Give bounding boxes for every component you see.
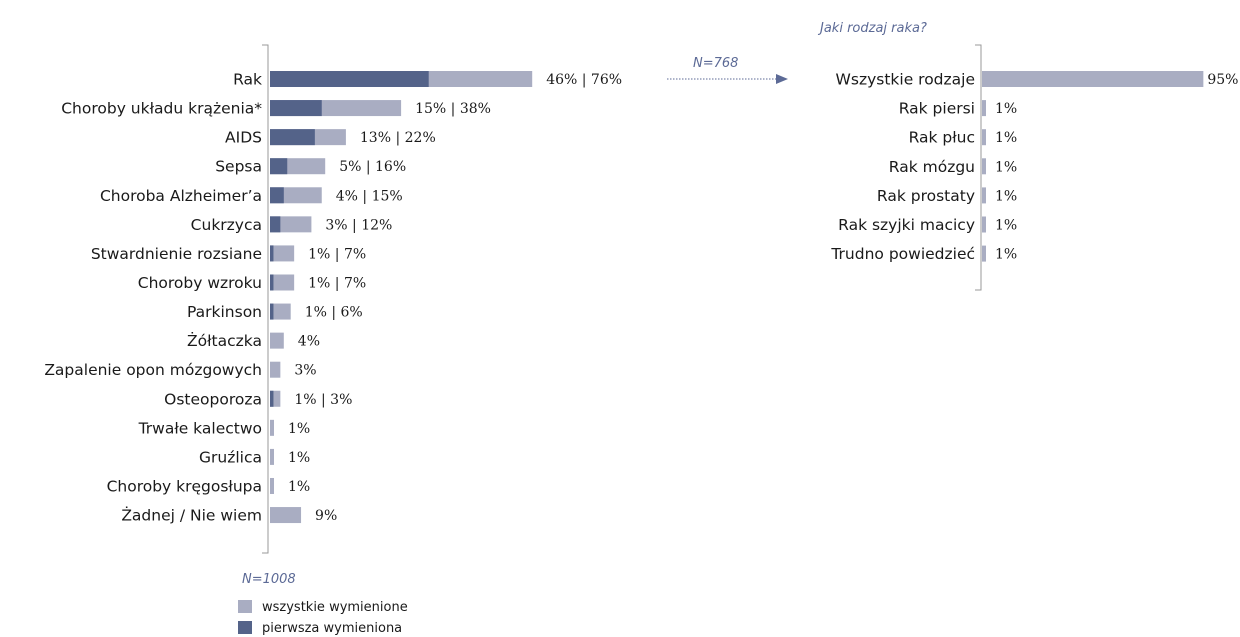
- bar-all-mentioned: [270, 477, 274, 494]
- disease-chart: Rak 46% | 76% Choroby układu krążenia* 15% …: [44, 44, 622, 554]
- arrow-head-icon: [776, 74, 788, 84]
- bar-first-mentioned: [270, 303, 274, 320]
- value-label: 1%: [995, 247, 1017, 263]
- bar-cancer-type: [982, 187, 986, 204]
- bar-all-mentioned: [270, 303, 291, 320]
- category-label: Rak piersi: [899, 100, 975, 118]
- category-label: Choroby kręgosłupa: [107, 477, 262, 495]
- bar-all-mentioned: [270, 361, 281, 378]
- category-label: Żółtaczka: [187, 331, 262, 350]
- bar-first-mentioned: [270, 216, 281, 233]
- value-label: 4%: [298, 334, 320, 350]
- value-label: 1%: [995, 101, 1017, 117]
- value-label: 1%: [995, 218, 1017, 234]
- bar-first-mentioned: [270, 245, 274, 262]
- value-label: 1% | 7%: [308, 275, 366, 291]
- category-label: Choroby wzroku: [138, 274, 262, 292]
- bar-first-mentioned: [270, 129, 315, 146]
- bar-cancer-type: [982, 216, 986, 233]
- category-label: Choroba Alzheimer’a: [100, 187, 262, 205]
- bar-all-mentioned: [270, 419, 274, 436]
- bar-first-mentioned: [270, 71, 429, 87]
- value-label: 3% | 12%: [325, 217, 392, 233]
- value-label: 4% | 15%: [336, 188, 403, 204]
- right-axis: [975, 44, 982, 291]
- bar-cancer-type: [982, 129, 986, 146]
- value-label: 15% | 38%: [415, 101, 491, 117]
- category-label: Trudno powiedzieć: [830, 245, 975, 263]
- bar-all-mentioned: [270, 390, 281, 407]
- cancer-type-chart: Wszystkie rodzaje 95% Rak piersi 1% Rak płuc…: [830, 44, 1238, 291]
- arrow-connector: [667, 74, 788, 84]
- legend: wszystkie wymienione pierwsza wymieniona: [238, 600, 408, 636]
- category-label: Sepsa: [215, 158, 262, 176]
- value-label: 13% | 22%: [360, 130, 436, 146]
- legend-label-first: pierwsza wymieniona: [262, 621, 402, 636]
- value-label: 3%: [294, 363, 316, 379]
- bar-all-mentioned: [270, 245, 295, 262]
- category-label: Rak szyjki macicy: [838, 216, 975, 234]
- category-label: Choroby układu krążenia*: [61, 100, 262, 118]
- bar-all-mentioned: [270, 507, 302, 524]
- category-label: Cukrzyca: [191, 216, 262, 234]
- category-label: Żadnej / Nie wiem: [121, 506, 262, 525]
- bar-all-mentioned: [270, 332, 284, 349]
- category-label: Osteoporoza: [164, 390, 262, 408]
- bar-cancer-type: [982, 245, 986, 262]
- category-label: AIDS: [225, 129, 262, 147]
- value-label: 1%: [288, 450, 310, 466]
- bar-first-mentioned: [270, 100, 322, 117]
- left-axis: [262, 44, 269, 554]
- bar-first-mentioned: [270, 390, 274, 407]
- value-label: 1%: [995, 159, 1017, 175]
- bar-first-mentioned: [270, 158, 288, 175]
- right-sample-size: N=768: [693, 56, 738, 71]
- value-label: 1%: [995, 130, 1017, 146]
- legend-swatch-first: [238, 621, 252, 634]
- left-sample-size: N=1008: [242, 572, 296, 587]
- category-label: Zapalenie opon mózgowych: [44, 361, 262, 379]
- legend-label-all: wszystkie wymienione: [262, 600, 408, 615]
- category-label: Trwałe kalectwo: [138, 419, 262, 437]
- bar-cancer-type: [982, 158, 986, 175]
- value-label: 1% | 3%: [294, 392, 352, 408]
- category-label: Rak prostaty: [877, 187, 975, 205]
- category-label: Parkinson: [187, 303, 262, 321]
- value-label: 1% | 6%: [305, 305, 363, 321]
- bar-cancer-type: [982, 100, 986, 117]
- category-label: Wszystkie rodzaje: [836, 71, 975, 89]
- category-label: Rak: [233, 71, 262, 89]
- bar-cancer-type: [982, 71, 1204, 87]
- category-label: Gruźlica: [199, 448, 262, 466]
- bar-all-mentioned: [270, 448, 274, 465]
- value-label: 1% | 7%: [308, 246, 366, 262]
- value-label: 9%: [315, 508, 337, 524]
- bar-first-mentioned: [270, 274, 274, 291]
- value-label: 95%: [1207, 72, 1238, 88]
- category-label: Stwardnienie rozsiane: [91, 245, 262, 263]
- right-chart-title: Jaki rodzaj raka?: [817, 21, 927, 36]
- bar-first-mentioned: [270, 187, 284, 204]
- value-label: 1%: [288, 479, 310, 495]
- category-label: Rak płuc: [909, 129, 975, 147]
- category-label: Rak mózgu: [889, 158, 975, 176]
- value-label: 1%: [995, 188, 1017, 204]
- value-label: 46% | 76%: [546, 72, 622, 88]
- bar-all-mentioned: [270, 274, 295, 291]
- value-label: 1%: [288, 421, 310, 437]
- legend-swatch-all: [238, 600, 252, 613]
- value-label: 5% | 16%: [339, 159, 406, 175]
